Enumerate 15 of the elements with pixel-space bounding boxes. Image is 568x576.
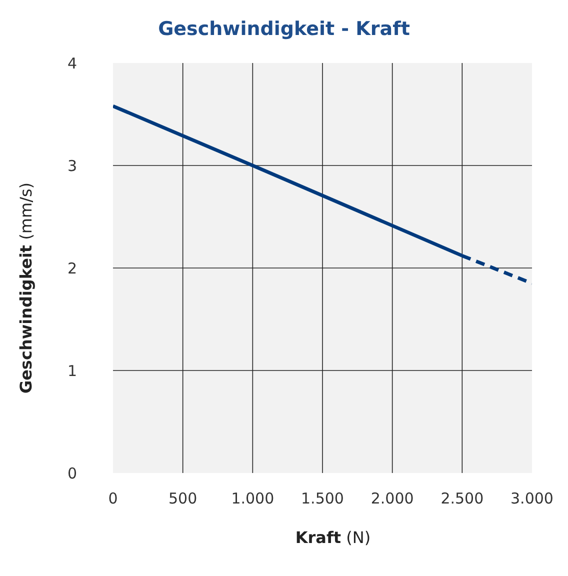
y-tick-label: 4 <box>67 54 77 72</box>
x-tick-label: 1.000 <box>231 490 274 508</box>
x-tick-label: 3.000 <box>510 490 554 508</box>
x-tick-label: 2.000 <box>370 490 414 508</box>
y-tick-label: 1 <box>67 362 77 380</box>
x-tick-label: 0 <box>108 490 118 508</box>
y-tick-label: 3 <box>67 156 77 175</box>
y-tick-label: 0 <box>67 464 77 482</box>
x-tick-label: 1.500 <box>301 490 344 508</box>
x-axis-title: Kraft (N) <box>294 528 372 547</box>
x-tick-label: 500 <box>168 490 198 508</box>
y-axis-title: Geschwindigkeit (mm/s) <box>16 182 36 394</box>
x-tick-label: 2.500 <box>440 490 484 508</box>
chart-title: Geschwindigkeit - Kraft <box>157 18 411 40</box>
y-tick-label: 2 <box>67 259 77 278</box>
